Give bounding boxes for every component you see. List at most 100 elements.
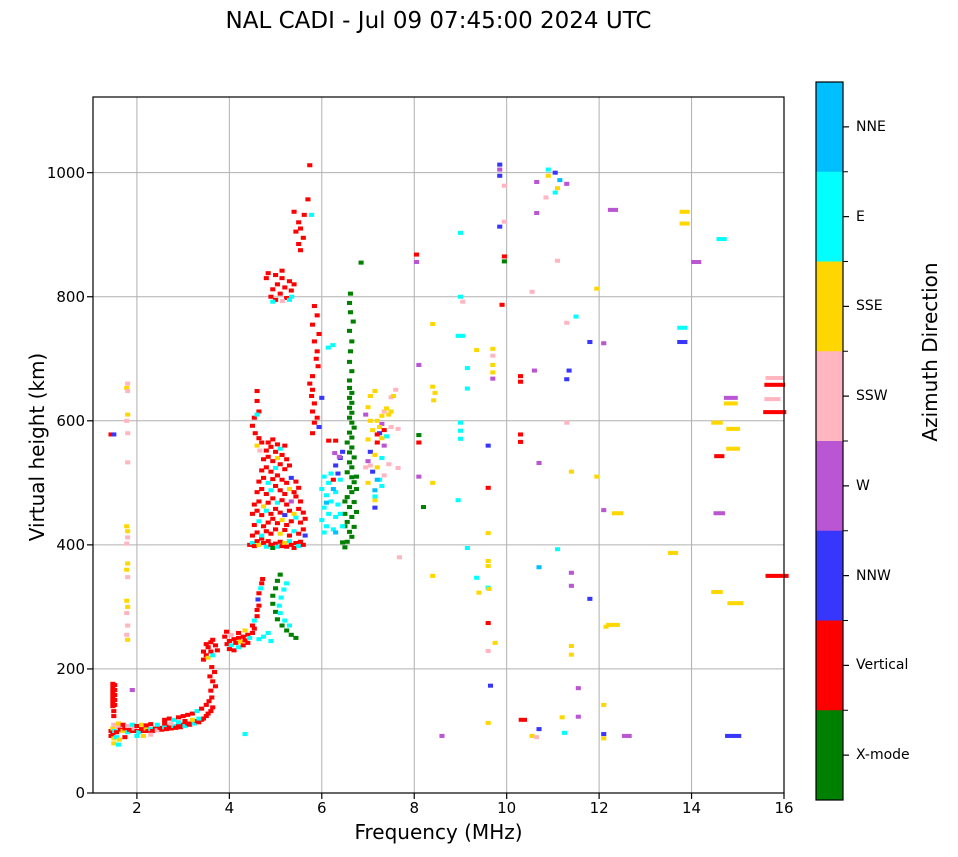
data-point (274, 473, 280, 478)
data-point (286, 623, 292, 628)
data-point (182, 719, 188, 724)
data-point (194, 709, 200, 714)
x-tick-label: 8 (409, 799, 419, 817)
data-point (125, 431, 131, 436)
data-point (150, 728, 156, 733)
data-point (286, 508, 292, 513)
data-point (310, 374, 316, 379)
colorbar-segment-x-mode (816, 710, 843, 801)
data-point (208, 688, 214, 693)
data-point (284, 457, 290, 462)
data-point (386, 462, 392, 467)
data-point (209, 695, 215, 700)
data-point (319, 487, 325, 492)
data-point (420, 505, 427, 510)
data-point (534, 179, 540, 184)
data-point (111, 722, 117, 727)
data-point (129, 722, 135, 727)
data-point (233, 640, 239, 645)
data-point (286, 297, 292, 302)
data-point (224, 629, 230, 634)
data-point (273, 273, 279, 278)
data-point (115, 742, 121, 747)
data-point (286, 463, 292, 468)
data-point (175, 715, 182, 720)
data-point (340, 449, 346, 454)
data-point (575, 714, 581, 719)
data-point (679, 209, 690, 214)
data-point (390, 393, 396, 399)
data-point (607, 207, 619, 212)
plot-background (93, 97, 784, 793)
data-point (111, 432, 117, 437)
data-point (265, 539, 271, 544)
data-point (199, 706, 205, 711)
data-point (349, 390, 355, 395)
data-point (247, 635, 253, 640)
data-point (125, 535, 131, 540)
data-point (485, 531, 491, 536)
data-point (626, 733, 632, 738)
y-tick-label: 800 (56, 287, 85, 306)
data-point (430, 384, 436, 389)
data-point (372, 494, 378, 499)
data-point (430, 480, 436, 485)
data-point (259, 581, 265, 586)
data-point (282, 467, 288, 472)
data-point (350, 319, 356, 324)
data-point (261, 504, 267, 509)
data-point (321, 474, 327, 479)
data-point (240, 634, 246, 639)
data-point (270, 299, 276, 304)
data-point (476, 590, 482, 595)
data-point (274, 521, 280, 526)
data-point (282, 527, 288, 532)
data-point (263, 491, 269, 497)
data-point (346, 359, 353, 364)
data-point (293, 494, 299, 499)
data-point (249, 623, 256, 628)
data-point (288, 542, 294, 547)
data-point (381, 443, 387, 448)
data-point (726, 426, 741, 431)
data-point (455, 498, 461, 503)
data-point (310, 409, 316, 414)
data-point (200, 657, 207, 662)
y-tick-label: 400 (56, 535, 85, 554)
data-point (347, 310, 353, 315)
data-point (601, 702, 607, 707)
data-point (307, 381, 313, 386)
data-point (279, 268, 285, 273)
data-point (346, 385, 353, 390)
data-point (203, 642, 209, 647)
data-point (568, 652, 574, 657)
data-point (270, 477, 276, 482)
data-point (279, 518, 285, 523)
data-point (175, 720, 182, 725)
data-point (259, 487, 265, 492)
data-point (517, 379, 524, 384)
data-point (293, 635, 299, 640)
data-point (187, 722, 193, 727)
data-point (256, 542, 262, 547)
data-point (395, 465, 401, 470)
data-point (242, 638, 248, 643)
data-point (125, 561, 131, 566)
data-point (148, 732, 154, 737)
data-point (282, 443, 288, 448)
data-point (336, 454, 342, 459)
data-point (296, 220, 302, 225)
data-point (386, 412, 392, 417)
data-point (485, 621, 491, 626)
data-point (314, 415, 320, 420)
data-point (293, 515, 299, 520)
data-point (265, 480, 271, 485)
data-point (587, 596, 593, 601)
data-point (154, 728, 160, 733)
data-point (286, 279, 292, 284)
data-point (554, 186, 561, 191)
data-point (374, 418, 380, 423)
data-point (254, 490, 260, 495)
data-point (286, 533, 292, 538)
